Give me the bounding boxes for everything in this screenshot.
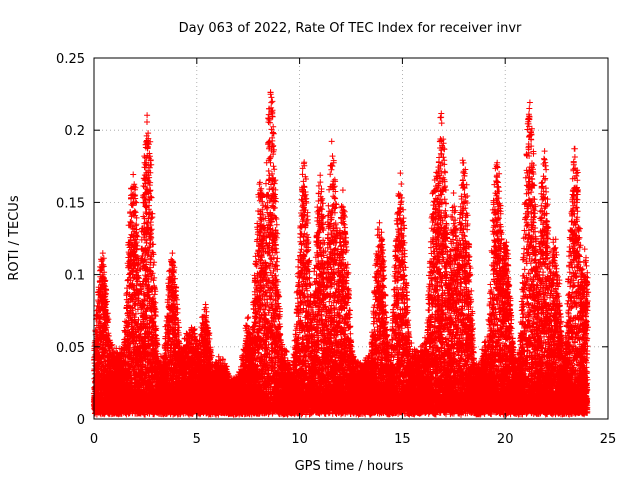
y-tick-label: 0.15 [56, 196, 85, 211]
chart-title: Day 063 of 2022, Rate Of TEC Index for r… [179, 21, 522, 36]
x-tick-label: 15 [394, 432, 411, 447]
y-tick-label: 0.25 [56, 52, 85, 67]
y-tick-label: 0.05 [56, 341, 85, 356]
plot-frame [93, 57, 609, 420]
y-tick-label: 0 [77, 413, 85, 428]
x-tick-label: 5 [193, 432, 201, 447]
axis-ticks: 0 5 10 15 20 25 0 0.05 0.1 0.15 0.2 0.25 [56, 52, 616, 447]
data-points [91, 89, 592, 418]
roti-points [91, 89, 592, 418]
x-axis-label: GPS time / hours [295, 459, 404, 474]
x-tick-label: 10 [291, 432, 308, 447]
x-tick-label: 20 [497, 432, 514, 447]
y-tick-label: 0.1 [64, 269, 85, 284]
x-tick-label: 25 [600, 432, 617, 447]
y-tick-label: 0.2 [64, 124, 85, 139]
y-axis-label: ROTI / TECUs [7, 195, 22, 280]
x-tick-label: 0 [90, 432, 98, 447]
